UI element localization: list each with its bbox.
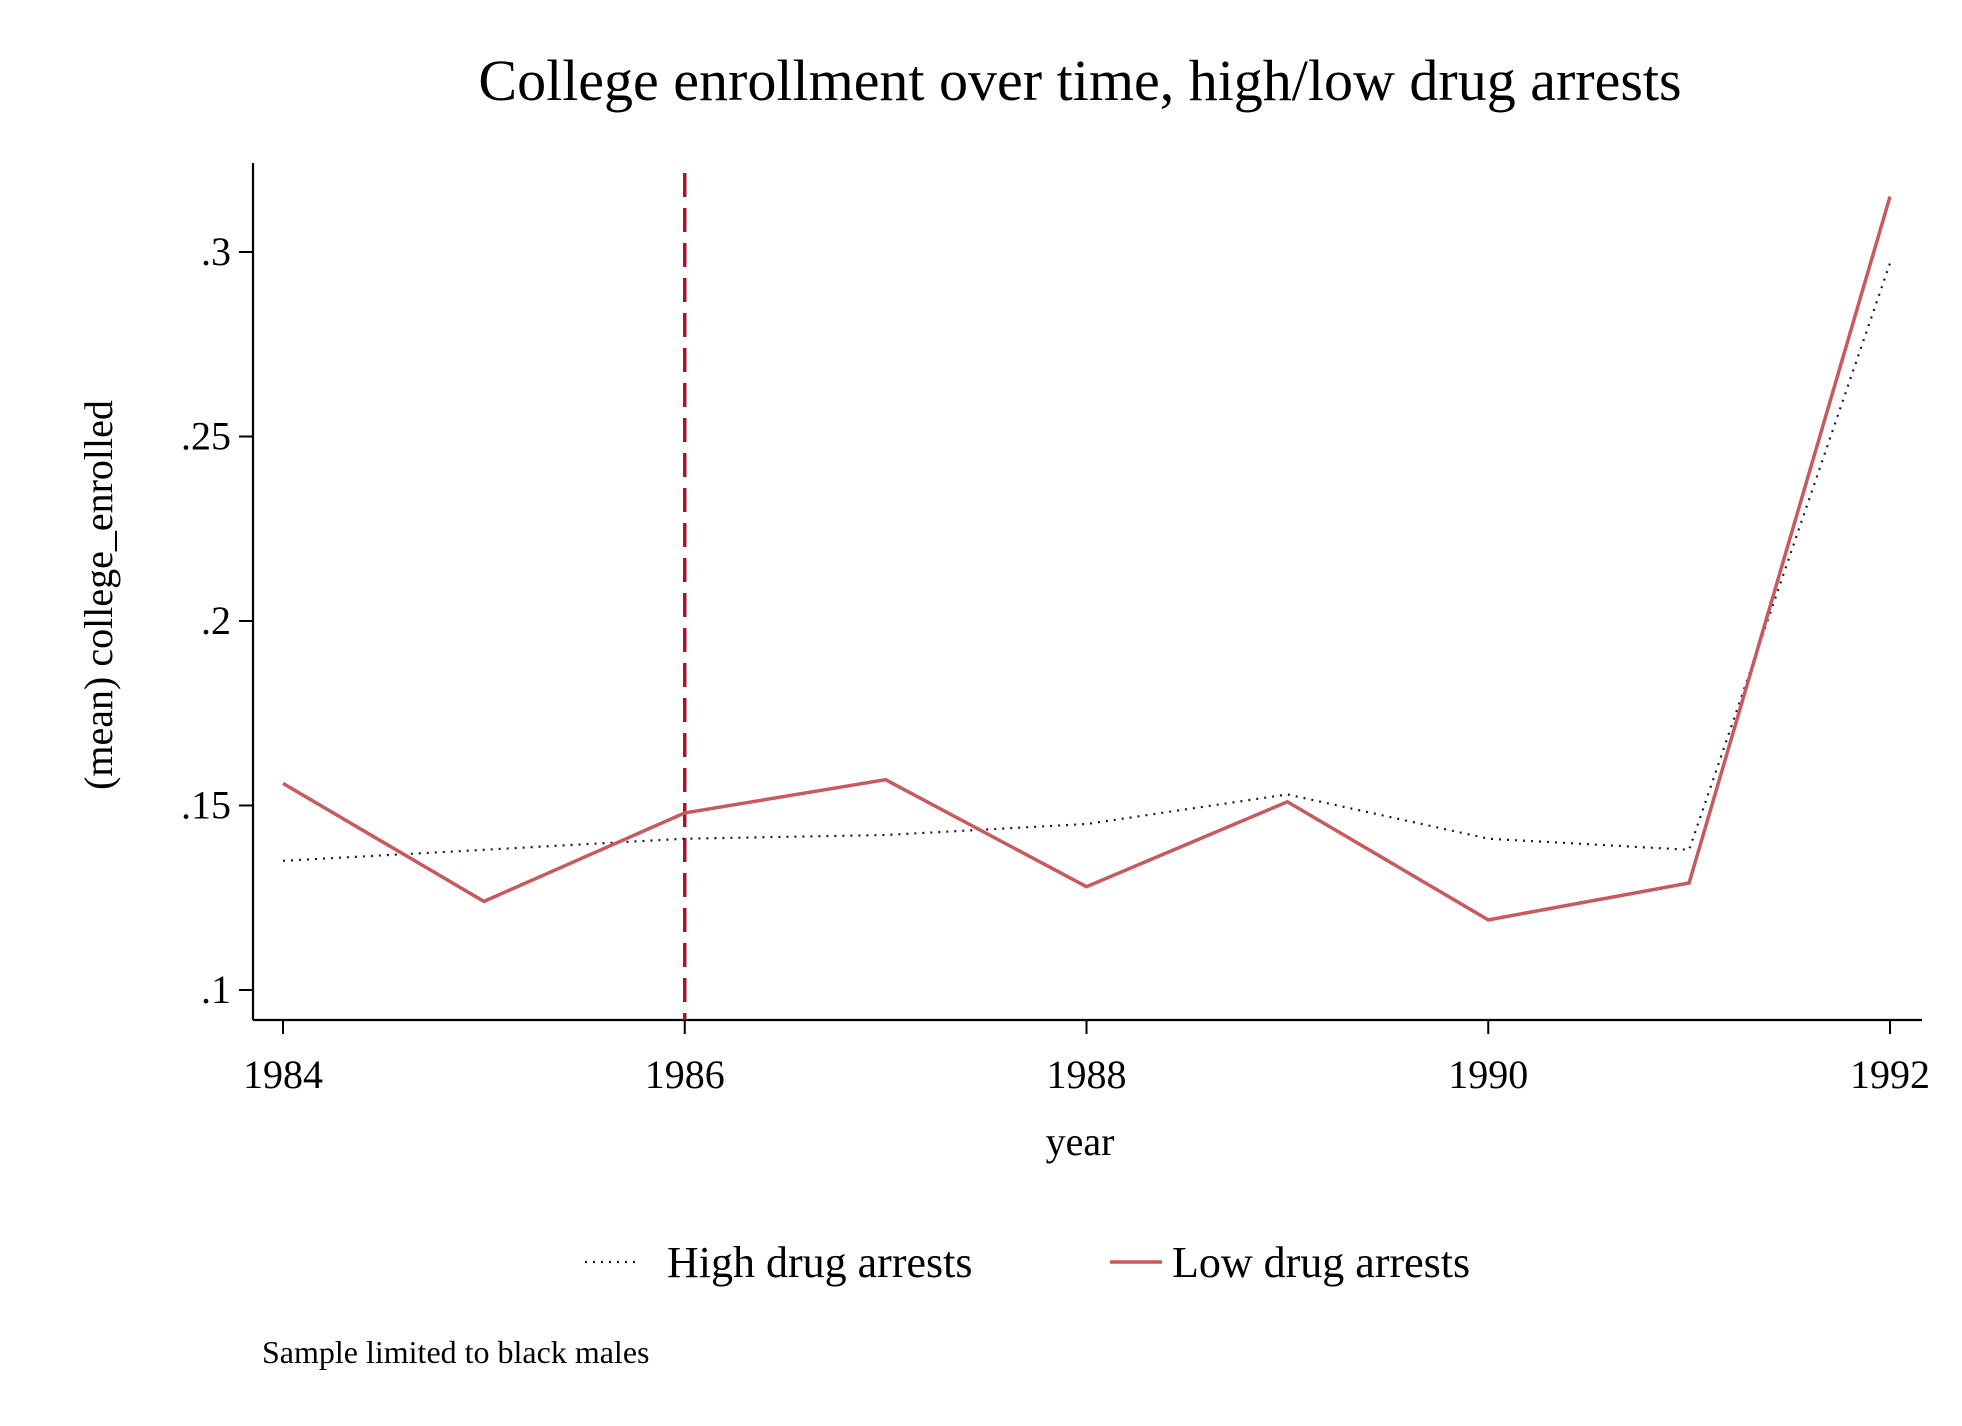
y-tick-label: .15	[181, 783, 231, 828]
x-tick-label: 1992	[1850, 1052, 1930, 1097]
legend-label-low-drug-arrests: Low drug arrests	[1172, 1238, 1470, 1287]
y-tick-label: .2	[201, 598, 231, 643]
y-tick-label: .1	[201, 967, 231, 1012]
x-axis-title: year	[1046, 1119, 1115, 1164]
series-line-low-drug-arrests	[282, 196, 1892, 922]
x-tick-label: 1986	[645, 1052, 725, 1097]
legend-label-high-drug-arrests: High drug arrests	[667, 1238, 973, 1287]
x-tick-label: 1988	[1047, 1052, 1127, 1097]
series-line-high-drug-arrests	[282, 262, 1892, 862]
y-axis-title: (mean) college_enrolled	[76, 400, 121, 790]
plot-area: .1 .15 .2 .25 .3 1984 1986 1988 1990 1992	[181, 163, 1930, 1097]
x-tick-label: 1984	[243, 1052, 323, 1097]
chart-title: College enrollment over time, high/low d…	[478, 48, 1681, 113]
legend: High drug arrests Low drug arrests	[585, 1238, 1470, 1287]
chart-note: Sample limited to black males	[262, 1334, 649, 1370]
y-tick-label: .25	[181, 414, 231, 459]
x-tick-label: 1990	[1448, 1052, 1528, 1097]
y-tick-label: .3	[201, 229, 231, 274]
